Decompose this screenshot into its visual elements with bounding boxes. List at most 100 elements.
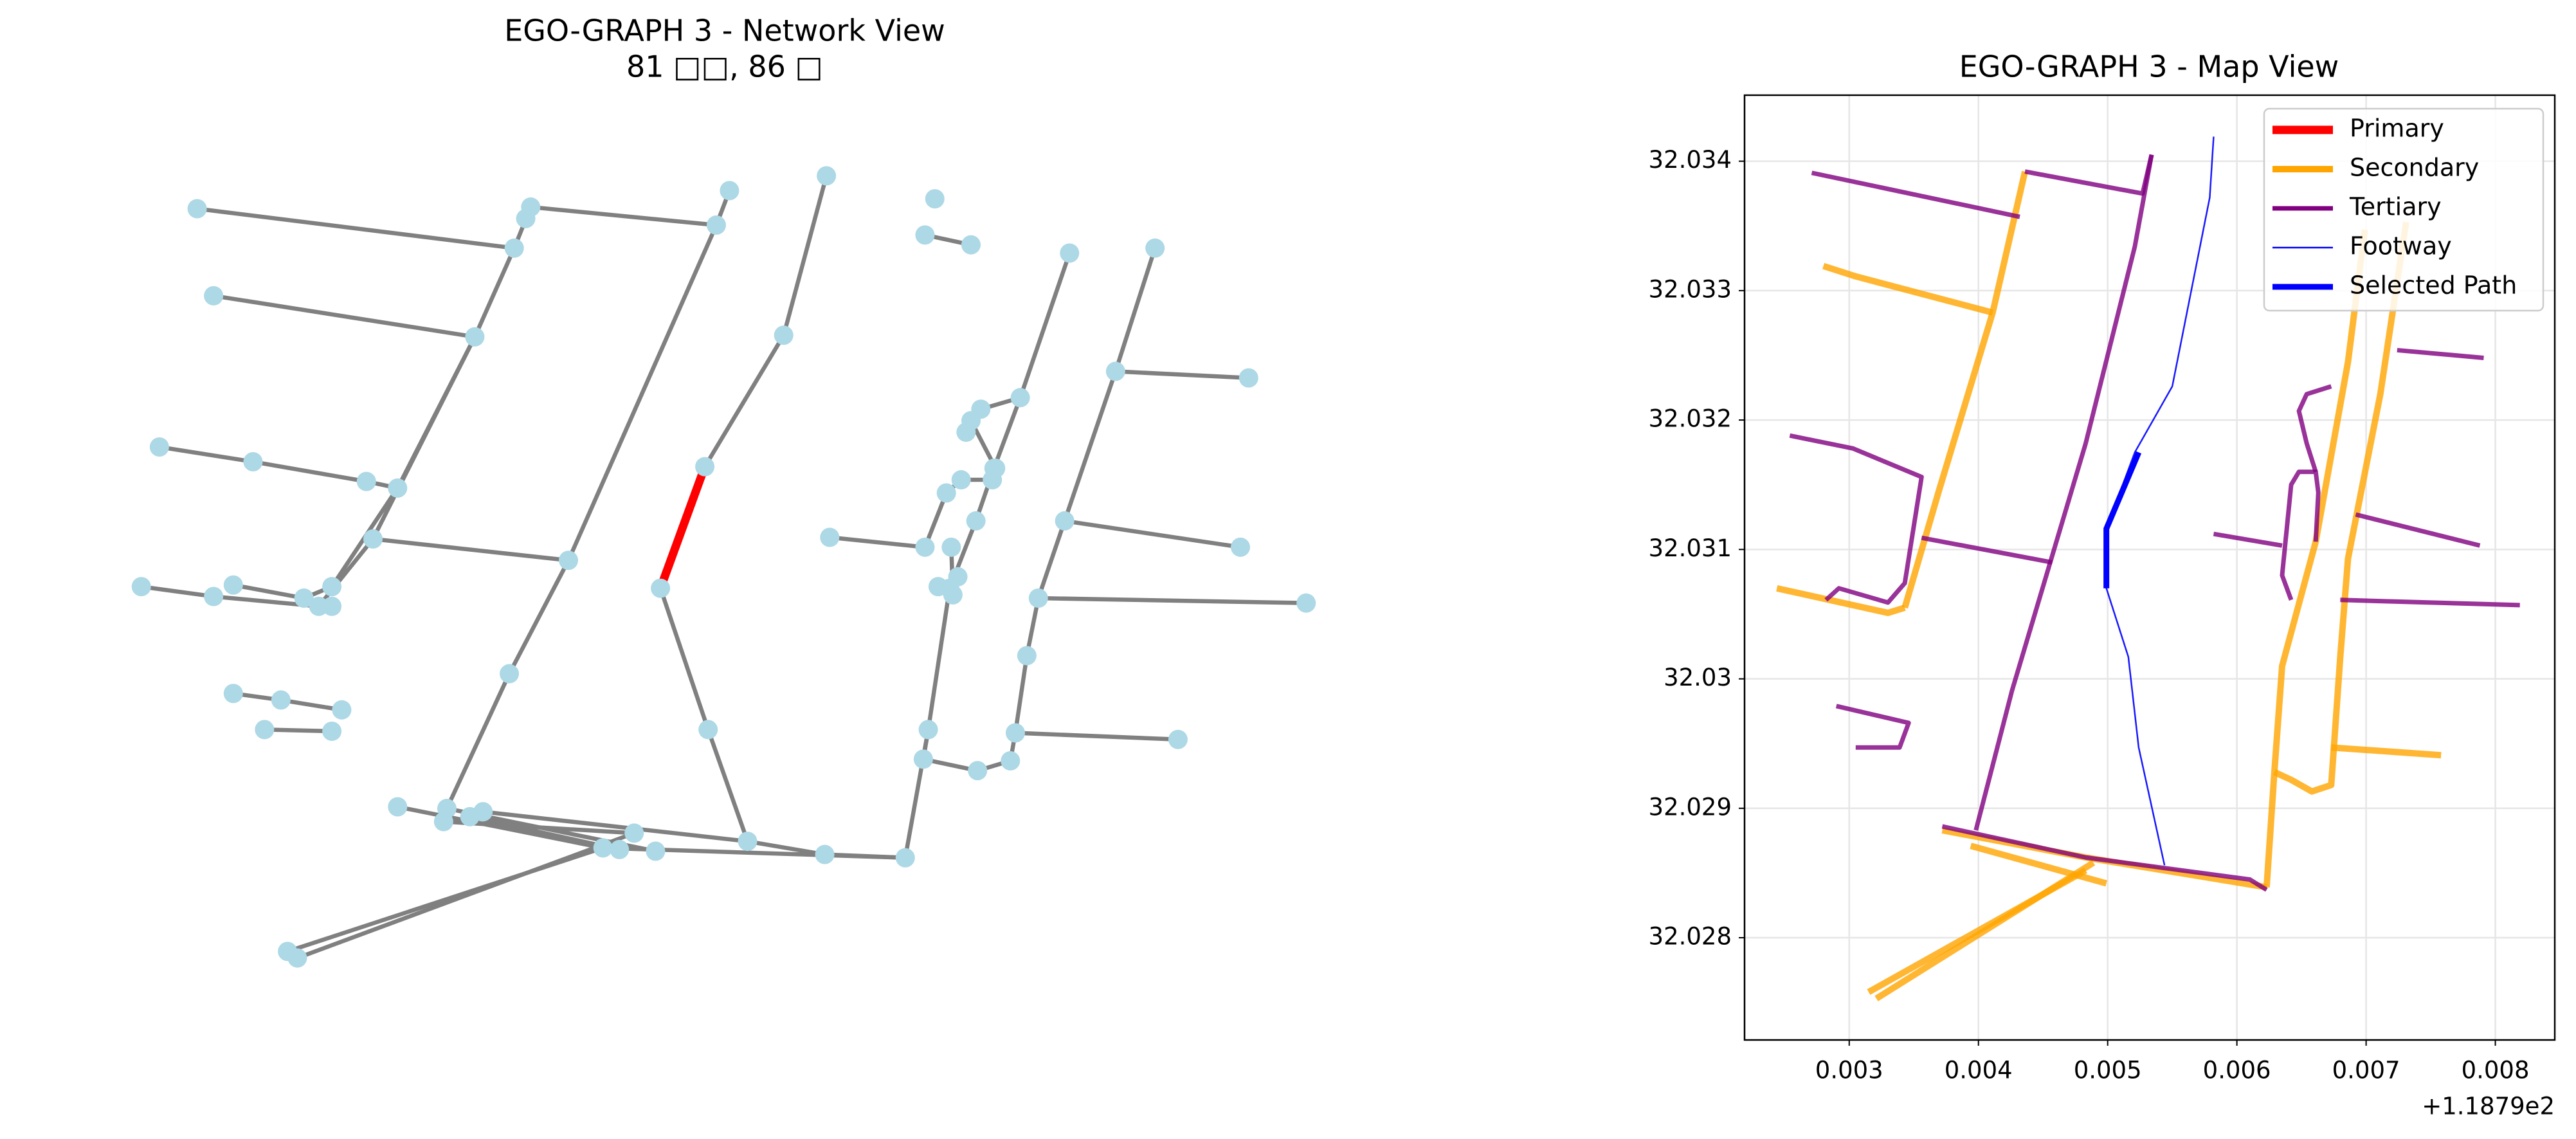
node — [948, 567, 968, 587]
y-tick-label: 32.03 — [1664, 664, 1732, 691]
node — [966, 511, 986, 531]
node — [223, 575, 243, 595]
node — [968, 761, 988, 781]
y-tick-label: 32.032 — [1649, 405, 1732, 433]
node — [322, 596, 342, 616]
node — [1001, 751, 1020, 770]
road-line — [1941, 824, 2268, 892]
edge — [372, 536, 569, 563]
node — [941, 537, 961, 557]
node — [624, 823, 644, 843]
node — [271, 690, 291, 710]
node — [504, 238, 524, 258]
node — [388, 478, 408, 498]
edge — [397, 805, 604, 850]
node — [204, 286, 224, 305]
node — [433, 812, 453, 832]
y-tick-label: 32.029 — [1649, 793, 1732, 821]
legend-label: Secondary — [2350, 154, 2479, 182]
node — [918, 720, 938, 740]
x-tick-label: 0.004 — [1945, 1057, 2013, 1084]
node — [925, 189, 945, 209]
node — [610, 839, 630, 859]
node — [738, 832, 757, 852]
network-title: EGO-GRAPH 3 - Network View — [504, 14, 945, 48]
legend-label: Selected Path — [2350, 271, 2517, 300]
edge — [482, 809, 748, 844]
x-tick-label: 0.006 — [2203, 1057, 2271, 1084]
x-offset-label: +1.1879e2 — [2422, 1093, 2555, 1120]
node — [936, 483, 956, 503]
node — [986, 459, 1006, 478]
node — [559, 551, 579, 570]
road-line — [1901, 170, 2028, 609]
edge — [159, 444, 398, 491]
road-line — [1921, 535, 2053, 565]
road-line — [1973, 154, 2154, 831]
node — [223, 684, 243, 704]
map-title: EGO-GRAPH 3 - Map View — [1959, 50, 2339, 84]
node — [646, 841, 666, 861]
node — [465, 327, 485, 347]
road-line — [2263, 229, 2368, 888]
highlighted-edge — [657, 465, 709, 590]
node — [149, 437, 169, 457]
legend-label: Footway — [2350, 232, 2452, 260]
road-line — [2213, 531, 2283, 548]
road-line — [2280, 469, 2321, 601]
map-view: 0.003 0.004 0.005 0.006 0.007 0.008 32.028 32.0… — [1649, 94, 2556, 1120]
road-line — [1776, 585, 1906, 616]
road-line — [2103, 451, 2142, 588]
node — [473, 802, 493, 822]
node — [187, 199, 207, 219]
node — [720, 181, 739, 201]
node — [1017, 646, 1037, 666]
node — [1060, 243, 1080, 263]
node — [1005, 723, 1025, 743]
x-tick-label: 0.007 — [2332, 1057, 2400, 1084]
node — [820, 527, 840, 547]
y-tick-label: 32.033 — [1649, 275, 1732, 303]
road-line — [1835, 704, 1911, 750]
node — [388, 797, 408, 817]
node — [961, 235, 981, 255]
node — [332, 700, 352, 720]
node — [1238, 368, 1258, 388]
node — [322, 721, 342, 741]
edge — [1115, 369, 1249, 380]
node — [706, 215, 726, 235]
road-line — [2330, 744, 2442, 759]
node — [961, 411, 981, 431]
node — [943, 585, 963, 605]
node — [131, 577, 151, 597]
node — [1145, 238, 1165, 258]
node — [294, 588, 314, 608]
node — [1028, 588, 1048, 608]
node — [1296, 593, 1316, 613]
edge — [213, 293, 475, 339]
legend-label: Primary — [2350, 114, 2444, 143]
node — [895, 848, 915, 868]
node — [915, 537, 935, 557]
edge — [1038, 596, 1307, 605]
node — [204, 587, 224, 606]
node — [915, 225, 935, 245]
node — [815, 844, 835, 864]
legend-label: Tertiary — [2349, 193, 2442, 221]
node — [1231, 537, 1251, 557]
edge — [1064, 518, 1241, 550]
node — [1105, 361, 1125, 381]
node — [695, 457, 715, 477]
node — [1055, 511, 1075, 531]
edge — [296, 831, 635, 960]
x-tick-label: 0.008 — [2462, 1057, 2530, 1084]
node — [243, 451, 263, 471]
edge — [197, 206, 515, 251]
road-line — [1874, 860, 2096, 1001]
node — [951, 470, 971, 490]
node — [817, 166, 837, 186]
node — [774, 325, 794, 345]
edge — [1015, 731, 1179, 742]
